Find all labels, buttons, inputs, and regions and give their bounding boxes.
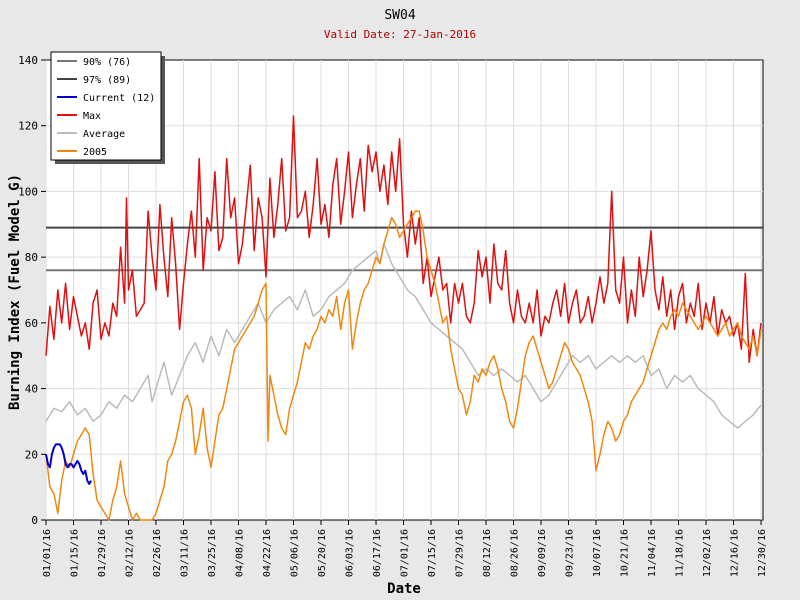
legend-label: 2005	[83, 147, 107, 158]
x-tick-label: 06/17/16	[372, 529, 383, 577]
x-tick-label: 01/15/16	[70, 529, 81, 577]
chart-subtitle: Valid Date: 27-Jan-2016	[324, 28, 476, 41]
series-line-current-12	[45, 443, 93, 485]
y-tick-label: 60	[25, 317, 38, 330]
x-tick-label: 01/29/16	[97, 529, 108, 577]
legend-label: Average	[83, 129, 125, 140]
x-tick-label: 04/08/16	[235, 529, 246, 577]
legend-label: 97% (89)	[83, 75, 131, 86]
series-line-2005	[45, 210, 762, 521]
x-tick-label: 02/12/16	[125, 529, 136, 577]
x-tick-label: 06/03/16	[345, 529, 356, 577]
x-tick-label: 11/18/16	[675, 529, 686, 577]
x-tick-label: 07/15/16	[427, 529, 438, 577]
x-tick-label: 03/11/16	[180, 529, 191, 577]
y-tick-label: 20	[25, 448, 38, 461]
x-tick-label: 10/07/16	[592, 529, 603, 577]
y-tick-label: 80	[25, 251, 38, 264]
x-tick-label: 03/25/16	[207, 529, 218, 577]
x-axis-label: Date	[387, 581, 421, 597]
x-tick-label: 08/26/16	[510, 529, 521, 577]
x-tick-label: 12/02/16	[702, 529, 713, 577]
x-tick-label: 01/01/16	[42, 529, 53, 577]
x-tick-label: 10/21/16	[620, 529, 631, 577]
x-tick-label: 09/23/16	[565, 529, 576, 577]
y-tick-label: 140	[18, 54, 38, 67]
series-line-max	[45, 115, 762, 364]
legend-label: Max	[83, 111, 101, 122]
y-axis: 0 20 40 60 80 100 120 140	[18, 54, 46, 527]
x-tick-label: 11/04/16	[647, 529, 658, 577]
data-series	[45, 115, 762, 521]
legend: 90% (76) 97% (89) Current (12) Max Average 20…	[50, 51, 165, 164]
y-axis-label: Burning Index (Fuel Model G)	[7, 174, 23, 410]
x-axis: 01/01/16 01/15/16 01/29/16 02/12/16 02/26/16…	[42, 520, 768, 577]
x-tick-label: 05/20/16	[317, 529, 328, 577]
x-tick-label: 07/29/16	[455, 529, 466, 577]
x-tick-label: 09/09/16	[537, 529, 548, 577]
y-tick-label: 100	[18, 185, 38, 198]
x-tick-label: 04/22/16	[262, 529, 273, 577]
y-tick-label: 120	[18, 120, 38, 133]
x-tick-label: 08/12/16	[482, 529, 493, 577]
x-tick-label: 07/01/16	[400, 529, 411, 577]
series-line-average	[45, 243, 762, 429]
legend-label: Current (12)	[83, 93, 155, 104]
chart-title: SW04	[384, 8, 415, 23]
legend-label: 90% (76)	[83, 57, 131, 68]
x-tick-label: 05/06/16	[290, 529, 301, 577]
y-tick-label: 0	[31, 514, 38, 527]
x-tick-label: 12/16/16	[730, 529, 741, 577]
x-tick-label: 12/30/16	[757, 529, 768, 577]
y-tick-label: 40	[25, 383, 38, 396]
x-tick-label: 02/26/16	[152, 529, 163, 577]
